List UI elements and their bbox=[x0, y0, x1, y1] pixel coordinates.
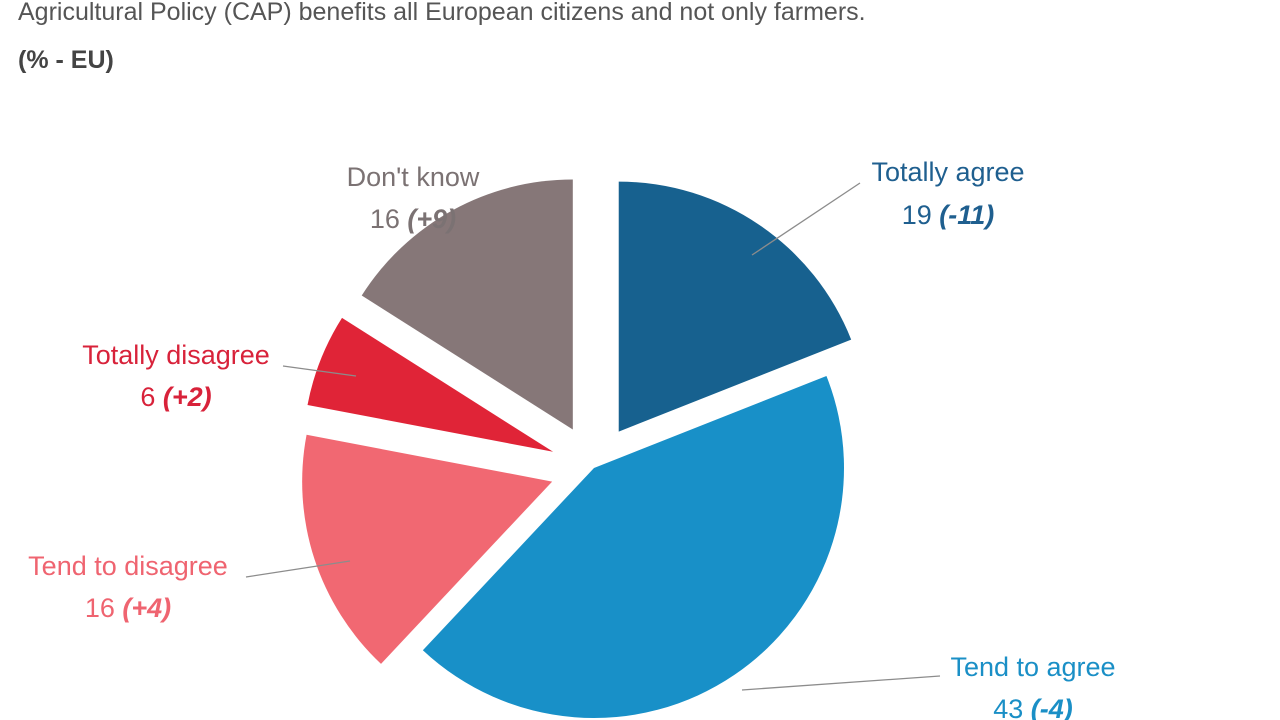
slice-value-tend-to-agree: 43 (-4) bbox=[993, 694, 1073, 720]
pie-slice-tend-to-disagree bbox=[302, 434, 553, 664]
pie-slice-tend-to-agree bbox=[422, 375, 844, 718]
slice-label-don-t-know: Don't know bbox=[347, 162, 480, 192]
pie-slices bbox=[302, 179, 852, 718]
pie-slice-don-t-know bbox=[361, 179, 573, 430]
slice-label-totally-agree: Totally agree bbox=[871, 157, 1024, 187]
slice-value-totally-agree: 19 (-11) bbox=[902, 200, 995, 230]
slice-change-tend-to-disagree: (+4) bbox=[122, 593, 171, 623]
slice-labels: Totally agree 19 (-11) Tend to agree 43 (-4… bbox=[28, 157, 1115, 720]
chart-title: Agricultural Policy (CAP) benefits all E… bbox=[18, 0, 866, 26]
slice-value-tend-to-disagree: 16 (+4) bbox=[85, 593, 171, 623]
leader-line-totally-disagree bbox=[282, 365, 357, 377]
slice-change-tend-to-agree: (-4) bbox=[1031, 694, 1073, 720]
leader-lines bbox=[245, 182, 941, 691]
slice-value-don-t-know: 16 (+9) bbox=[370, 204, 456, 234]
leader-line-totally-agree bbox=[751, 182, 861, 256]
slice-change-totally-disagree: (+2) bbox=[163, 382, 212, 412]
slice-label-tend-to-agree: Tend to agree bbox=[950, 652, 1115, 682]
slice-change-totally-agree: (-11) bbox=[939, 200, 994, 230]
leader-line-tend-to-disagree bbox=[245, 560, 351, 578]
pie-slice-totally-agree bbox=[618, 181, 852, 432]
slice-change-don-t-know: (+9) bbox=[407, 204, 456, 234]
slice-label-totally-disagree: Totally disagree bbox=[82, 340, 270, 370]
pie-slice-totally-disagree bbox=[307, 317, 554, 452]
chart-subtitle: (% - EU) bbox=[18, 46, 114, 74]
slice-value-totally-disagree: 6 (+2) bbox=[140, 382, 211, 412]
slice-label-tend-to-disagree: Tend to disagree bbox=[28, 551, 228, 581]
leader-line-tend-to-agree bbox=[741, 675, 941, 691]
